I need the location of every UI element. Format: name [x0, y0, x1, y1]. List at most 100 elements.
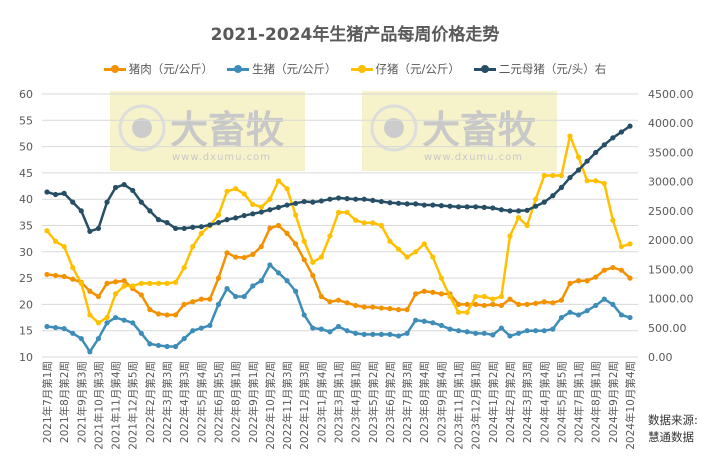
data-point-0: [147, 307, 153, 313]
data-point-0: [473, 301, 479, 307]
data-point-1: [541, 328, 547, 334]
data-point-1: [70, 330, 76, 336]
data-point-2: [558, 172, 565, 179]
data-point-0: [327, 299, 333, 305]
x-axis-tick-label: 2024年4月第4周: [538, 361, 551, 443]
data-point-0: [224, 250, 230, 256]
data-source: 数据来源: 慧通数据: [648, 412, 698, 446]
data-point-0: [558, 297, 565, 303]
data-point-0: [190, 299, 196, 305]
data-point-2: [310, 259, 316, 265]
data-point-0: [361, 304, 367, 310]
x-axis-tick-label: 2022年10月第2周: [264, 361, 277, 450]
data-point-2: [147, 280, 153, 286]
data-point-2: [575, 154, 582, 160]
data-point-1: [395, 333, 402, 339]
data-point-3: [413, 201, 419, 207]
data-point-0: [524, 301, 530, 307]
data-point-0: [310, 272, 316, 279]
data-point-1: [310, 325, 316, 331]
right-axis-tick-label: 3500.00: [648, 146, 694, 159]
data-point-1: [198, 325, 204, 331]
left-axis-tick-label: 60: [19, 88, 33, 101]
data-point-0: [112, 279, 119, 285]
data-point-0: [353, 302, 359, 309]
data-point-1: [430, 320, 436, 326]
data-point-2: [327, 233, 333, 239]
data-point-3: [421, 202, 427, 208]
data-point-0: [404, 307, 410, 313]
data-point-1: [78, 335, 84, 342]
right-axis-tick-label: 2000.00: [648, 234, 694, 247]
data-point-0: [593, 274, 599, 280]
data-point-0: [533, 300, 539, 306]
data-point-1: [515, 330, 522, 336]
data-point-1: [378, 331, 384, 337]
data-point-0: [198, 296, 204, 302]
right-axis-tick-label: 3000.00: [648, 176, 694, 189]
data-point-2: [258, 204, 264, 210]
data-point-1: [275, 270, 282, 276]
data-point-1: [233, 293, 239, 300]
data-point-3: [558, 184, 565, 191]
data-point-2: [507, 233, 513, 239]
data-point-0: [567, 280, 573, 286]
data-point-3: [70, 199, 76, 205]
data-point-3: [275, 204, 282, 210]
data-point-0: [387, 306, 393, 312]
data-point-2: [567, 133, 573, 139]
x-axis-tick-label: 2022年3月第3周: [161, 361, 174, 443]
data-point-1: [498, 325, 504, 331]
watermark-url: www.dxumu.com: [424, 152, 523, 163]
right-axis-tick-label: 1000.00: [648, 293, 694, 306]
data-point-1: [455, 328, 462, 334]
x-axis-tick-label: 2021年9月第3周: [75, 361, 88, 443]
data-point-3: [378, 198, 384, 205]
data-point-3: [258, 209, 264, 215]
data-point-2: [335, 209, 342, 215]
data-point-1: [335, 323, 342, 330]
data-point-1: [524, 328, 530, 334]
data-point-0: [507, 296, 513, 302]
data-point-0: [121, 278, 127, 284]
left-axis-tick-label: 40: [19, 193, 33, 206]
data-point-3: [95, 225, 102, 232]
data-point-3: [44, 189, 50, 195]
data-point-0: [44, 271, 50, 278]
x-axis-tick-label: 2023年8月第4周: [418, 361, 431, 443]
data-point-2: [541, 172, 547, 179]
data-point-3: [138, 199, 144, 205]
data-point-1: [627, 314, 633, 321]
data-point-2: [87, 312, 93, 318]
data-point-2: [121, 283, 127, 289]
data-point-1: [550, 326, 556, 332]
data-point-0: [395, 307, 402, 313]
data-point-1: [173, 343, 179, 350]
data-point-2: [130, 283, 136, 289]
data-point-1: [601, 296, 607, 302]
left-axis-tick-label: 20: [19, 298, 33, 311]
data-point-2: [378, 222, 384, 229]
data-point-3: [404, 201, 410, 207]
data-point-1: [447, 326, 453, 332]
x-axis-tick-label: 2024年3月第3周: [521, 361, 534, 443]
right-axis-tick-label: 0.00: [648, 351, 673, 364]
data-point-1: [370, 331, 376, 337]
watermark-logo-icon: [118, 104, 166, 152]
data-point-1: [207, 322, 213, 329]
data-point-3: [318, 198, 324, 204]
right-axis-tick-label: 1500.00: [648, 263, 694, 276]
data-point-0: [490, 301, 496, 307]
watermark-text: 大畜牧: [422, 108, 537, 152]
data-point-3: [361, 196, 367, 202]
x-axis-tick-label: 2024年1月第2周: [487, 361, 500, 443]
x-axis-tick-label: 2023年5月第2周: [367, 361, 380, 443]
x-axis-tick-label: 2024年5月第5周: [555, 361, 568, 443]
data-point-0: [301, 257, 307, 263]
watermark-url: www.dxumu.com: [172, 152, 271, 163]
data-point-1: [241, 293, 247, 300]
data-point-1: [258, 278, 264, 284]
data-point-1: [507, 333, 513, 339]
data-point-3: [541, 199, 547, 205]
